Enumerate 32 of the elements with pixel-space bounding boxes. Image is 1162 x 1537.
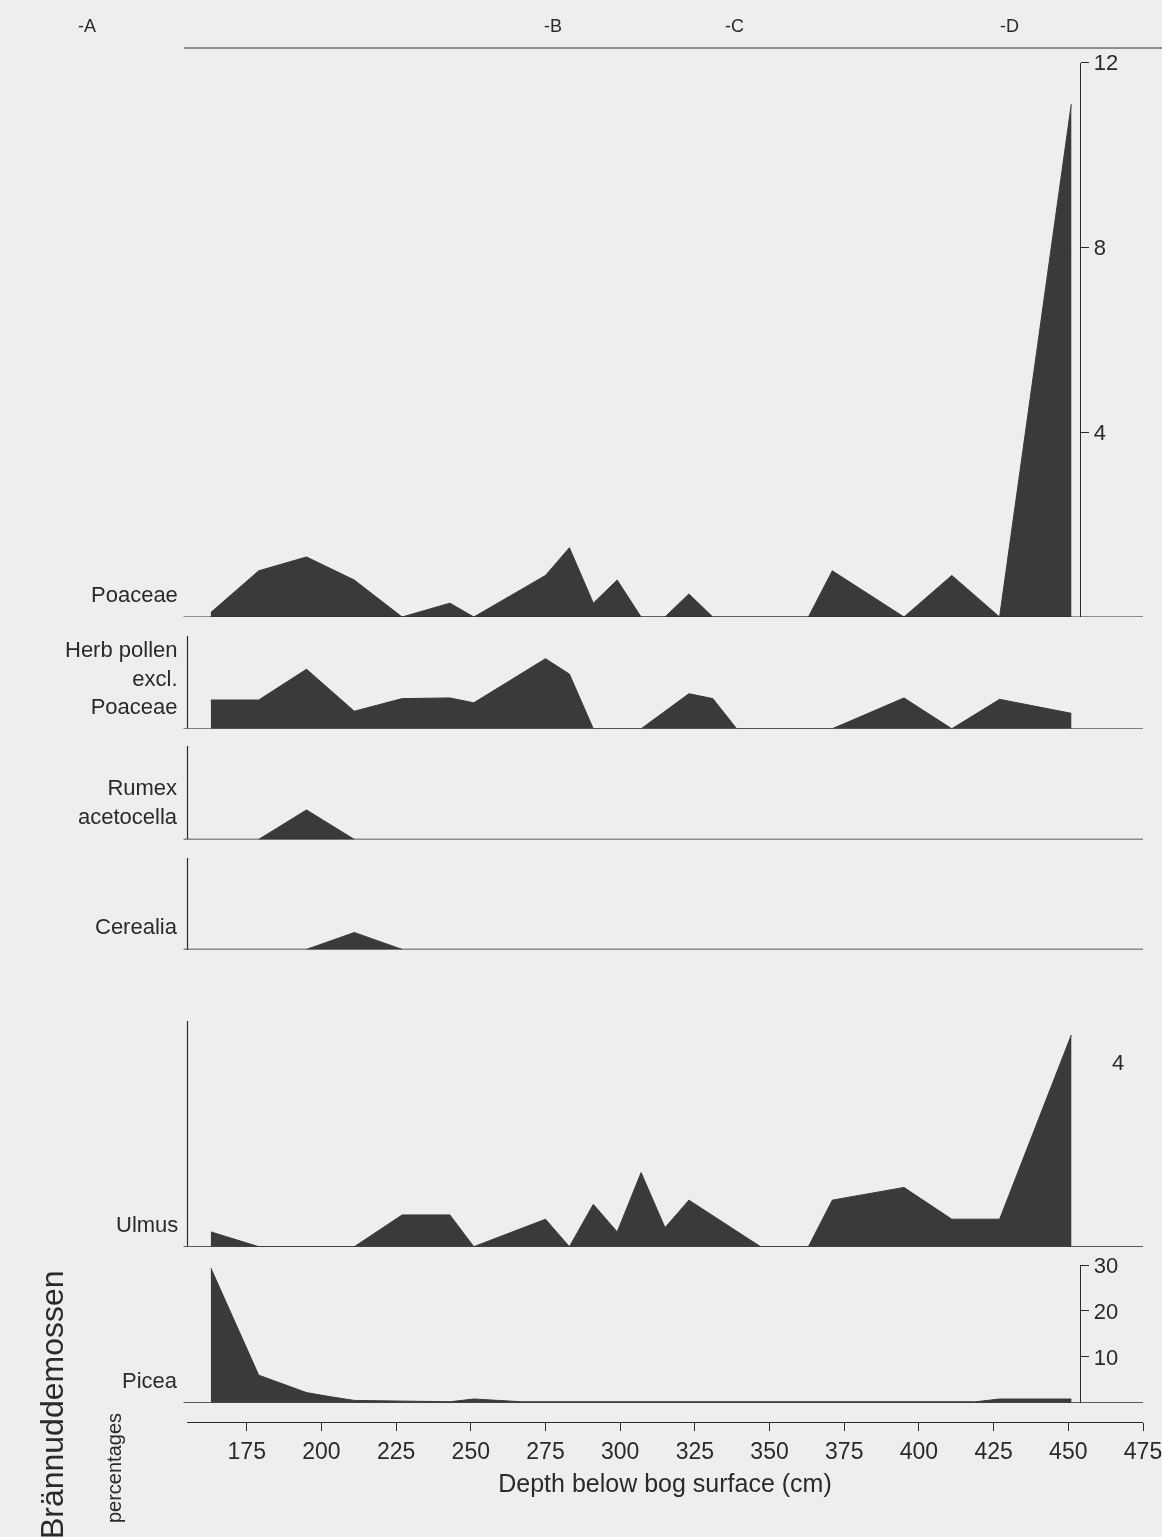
text: -B: [544, 16, 562, 36]
x-tick-label: 275: [526, 1437, 565, 1464]
x-tick-label: 450: [1049, 1437, 1088, 1464]
text: Cerealia: [95, 914, 178, 939]
y-tick-label: 12: [1093, 50, 1119, 76]
y-tick-label: 30: [1093, 1252, 1119, 1278]
x-tick-label: 375: [825, 1437, 864, 1464]
x-tick-label: 300: [601, 1437, 640, 1464]
y-tick-label: 20: [1093, 1298, 1119, 1324]
text: -A: [78, 16, 96, 36]
text: -C: [725, 16, 744, 36]
y-tick-label: 8: [1093, 235, 1107, 261]
x-tick-label: 400: [899, 1437, 939, 1464]
text: -D: [1000, 16, 1019, 36]
x-axis-title: Depth below bog surface (cm): [498, 1469, 832, 1498]
series-label: Ulmus: [116, 1212, 179, 1237]
x-tick-label: 250: [451, 1437, 490, 1464]
x-tick-label: 350: [750, 1437, 789, 1464]
x-tick-label: 200: [302, 1437, 341, 1464]
y-tick-label: 10: [1093, 1344, 1119, 1370]
text: percentages: [103, 1412, 126, 1524]
text: Brännuddemossen: [34, 1270, 71, 1537]
x-tick-label: 225: [376, 1437, 416, 1464]
text: Rumex acetocella: [78, 775, 178, 829]
x-tick-label: 325: [675, 1437, 715, 1464]
x-tick-label: 175: [227, 1437, 266, 1464]
series-label: Picea: [122, 1368, 178, 1393]
x-tick-label: 475: [1123, 1437, 1162, 1464]
series-label: Poaceae: [91, 582, 178, 607]
y-tick-label: 4: [1093, 419, 1107, 445]
series-label: Herb pollen excl. Poaceae: [65, 637, 178, 720]
x-tick-label: 425: [974, 1437, 1013, 1464]
